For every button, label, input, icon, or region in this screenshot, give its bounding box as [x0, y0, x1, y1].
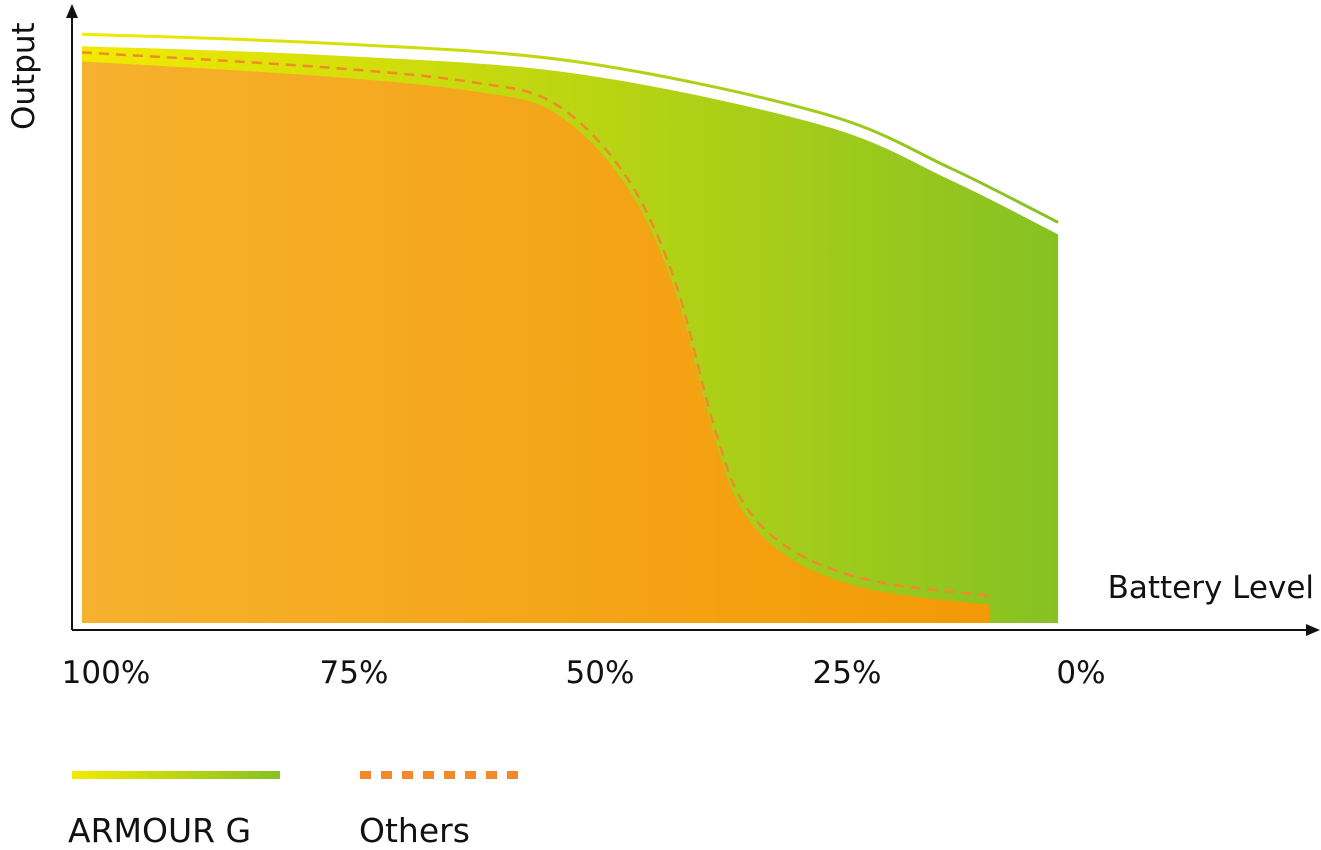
x-tick-label: 25%	[813, 655, 882, 691]
plot-area	[81, 32, 1059, 623]
x-tick-label: 50%	[566, 655, 635, 691]
others-area	[82, 61, 990, 623]
legend-label-armour-g: ARMOUR G	[68, 811, 251, 850]
x-tick-label: 75%	[320, 655, 389, 691]
x-tick-label: 0%	[1056, 655, 1105, 691]
legend: ARMOUR G Others	[68, 771, 520, 850]
x-tick-labels: 100% 75% 50% 25% 0%	[62, 655, 1106, 691]
x-axis-label: Battery Level	[1108, 570, 1314, 606]
x-axis-arrow	[1306, 624, 1320, 636]
armour-g-line	[81, 32, 1059, 224]
y-axis-arrow	[66, 4, 78, 18]
y-axis-label: Output	[6, 22, 42, 130]
x-tick-label: 100%	[62, 655, 151, 691]
others-line	[81, 51, 990, 597]
legend-swatch-armour-g	[72, 771, 280, 779]
legend-label-others: Others	[359, 811, 470, 850]
